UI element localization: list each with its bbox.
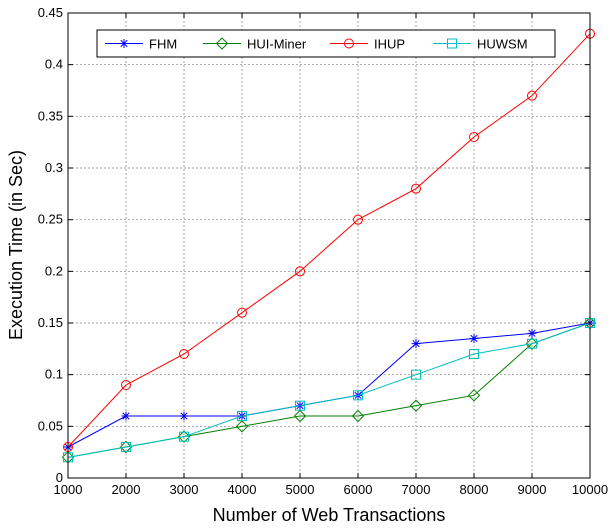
- series-line-ihup: [67, 33, 591, 448]
- data-point-hui-miner: [119, 440, 133, 454]
- data-point-huwsm: [295, 400, 305, 411]
- data-point-ihup: [295, 266, 305, 277]
- axis-ticks: 1000 2000 3000 4000 5000 6000 7000 8000 9000 1000…: [38, 5, 608, 497]
- x-tick-label: 7000: [402, 482, 431, 497]
- legend-marker: [447, 38, 457, 49]
- data-point-ihup: [121, 380, 131, 390]
- data-point-ihup: [469, 132, 479, 142]
- legend-entry-ihup: IHUP: [330, 37, 405, 52]
- data-point-hui-miner: [467, 389, 481, 402]
- data-point-ihup: [411, 183, 421, 194]
- data-point-hui-miner: [235, 420, 249, 433]
- x-tick-label: 2000: [112, 482, 141, 497]
- legend-marker: [215, 37, 229, 50]
- data-point-fhm: [121, 411, 131, 421]
- y-tick-label: 0.4: [45, 57, 63, 72]
- data-point-huwsm: [527, 338, 537, 349]
- y-tick-label: 0.05: [38, 418, 63, 433]
- x-tick-label: 1000: [54, 482, 83, 497]
- y-tick-label: 0.15: [38, 315, 63, 330]
- y-tick-label: 0.35: [38, 108, 63, 123]
- data-point-ihup: [353, 214, 363, 225]
- x-tick-label: 9000: [518, 482, 547, 497]
- y-tick-label: 0.2: [45, 263, 63, 278]
- data-point-ihup: [179, 349, 189, 359]
- legend-marker: [344, 38, 354, 49]
- legend-label: FHM: [149, 37, 177, 52]
- data-point-ihup: [527, 90, 537, 101]
- y-axis-label: Execution Time (in Sec): [6, 150, 26, 340]
- legend-label: HUI-Miner: [247, 37, 307, 52]
- x-tick-label: 5000: [286, 482, 315, 497]
- y-tick-label: 0.1: [45, 367, 63, 382]
- data-point-huwsm: [179, 431, 189, 442]
- legend-entry-huwsm: HUWSM: [433, 37, 528, 52]
- legend-label: HUWSM: [477, 37, 528, 52]
- data-point-huwsm: [237, 411, 247, 421]
- y-tick-label: 0.45: [38, 5, 63, 20]
- data-point-huwsm: [411, 369, 421, 380]
- x-axis-label: Number of Web Transactions: [213, 505, 446, 525]
- data-point-fhm: [527, 328, 537, 338]
- x-tick-label: 10000: [572, 482, 608, 497]
- legend-label: IHUP: [374, 37, 405, 52]
- legend-entry-hui-miner: HUI-Miner: [203, 37, 307, 52]
- data-point-huwsm: [469, 349, 479, 359]
- y-tick-label: 0.3: [45, 160, 63, 175]
- legend-box: [96, 29, 556, 58]
- x-tick-label: 4000: [228, 482, 257, 497]
- data-point-hui-miner: [409, 399, 423, 412]
- plot-frame: [67, 12, 591, 479]
- data-point-fhm: [179, 411, 189, 421]
- data-point-hui-miner: [351, 409, 365, 423]
- y-tick-label: 0: [56, 470, 63, 485]
- data-point-hui-miner: [293, 409, 307, 423]
- legend: FHM HUI-Miner IHUP HUWSM: [96, 29, 556, 58]
- data-point-fhm: [469, 334, 479, 343]
- x-tick-label: 6000: [344, 482, 373, 497]
- y-tick-label: 0.25: [38, 212, 63, 227]
- series-layer: [61, 28, 597, 464]
- data-point-huwsm: [121, 442, 131, 452]
- data-point-ihup: [237, 307, 247, 318]
- data-point-fhm: [411, 339, 421, 349]
- legend-marker: [119, 39, 129, 48]
- x-tick-label: 3000: [170, 482, 199, 497]
- series-line-huwsm: [67, 322, 591, 458]
- legend-entry-fhm: FHM: [105, 37, 177, 52]
- data-point-huwsm: [353, 390, 363, 401]
- x-tick-label: 8000: [460, 482, 489, 497]
